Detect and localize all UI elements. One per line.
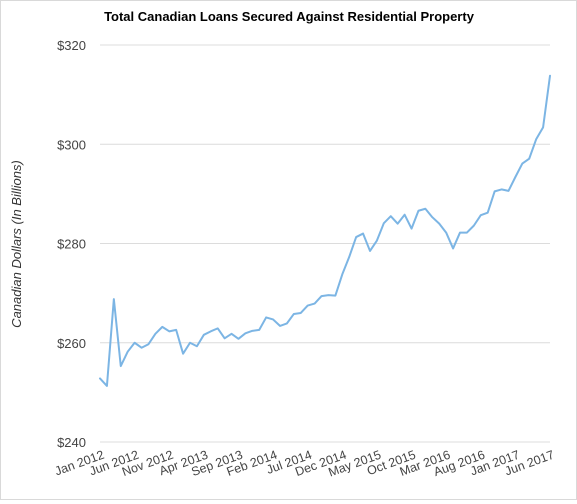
y-tick-label: $240: [57, 435, 86, 450]
y-tick-label: $260: [57, 336, 86, 351]
chart-title: Total Canadian Loans Secured Against Res…: [104, 9, 475, 24]
series-line: [99, 74, 551, 387]
y-axis-ticks: $240 $260 $280 $300 $320: [57, 38, 86, 450]
series-layer: [99, 74, 551, 387]
gridlines: [100, 44, 550, 443]
y-axis-label: Canadian Dollars (In Billions): [9, 160, 24, 328]
y-tick-label: $320: [57, 38, 86, 53]
y-tick-label: $300: [57, 137, 86, 152]
y-tick-label: $280: [57, 237, 86, 252]
